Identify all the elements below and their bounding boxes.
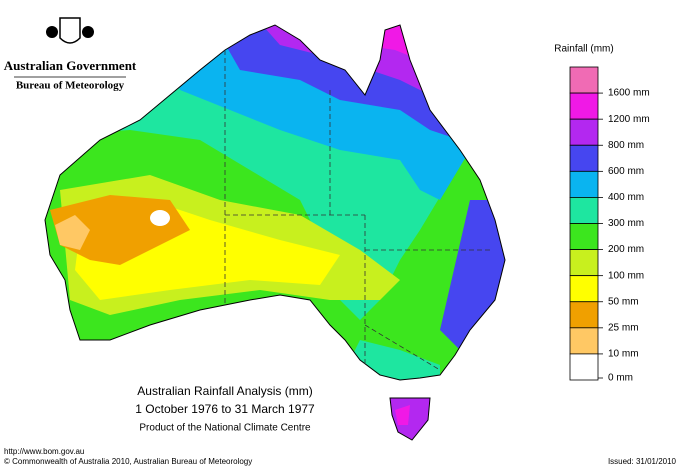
crest — [59, 17, 81, 44]
legend-label: 0 mm — [608, 373, 633, 384]
state-border — [364, 324, 441, 371]
legend-swatch — [569, 92, 599, 120]
rain-zone — [55, 215, 90, 250]
legend-swatch — [569, 197, 599, 224]
state-borders — [224, 50, 490, 371]
legend-swatch — [569, 118, 599, 146]
legend-label: 10 mm — [608, 349, 639, 360]
tasmania — [389, 397, 431, 441]
legend-label: 25 mm — [608, 322, 639, 333]
legend: 1600 mm 1200 mm 800 mm 600 mm 400 mm 300 mm 20… — [569, 66, 650, 384]
legend-label: 800 mm — [608, 140, 644, 151]
bureau-name: Bureau of Meteorology — [16, 80, 125, 92]
legend-swatch — [569, 170, 599, 198]
legend-swatch — [569, 223, 599, 250]
legend-title: Rainfall (mm) — [554, 44, 613, 55]
legend-label: 1600 mm — [608, 88, 650, 99]
legend-label: 1200 mm — [608, 114, 650, 125]
legend-label: 200 mm — [608, 244, 644, 255]
legend-swatch — [569, 249, 599, 277]
crest-emu — [46, 26, 58, 38]
legend-swatch — [569, 275, 599, 303]
legend-label: 100 mm — [608, 270, 644, 281]
legend-label: 400 mm — [608, 192, 644, 203]
legend-swatch — [569, 301, 599, 329]
legend-label: 600 mm — [608, 166, 644, 177]
footer-copyright: © Commonwealth of Australia 2010, Austra… — [4, 457, 252, 466]
legend-swatch — [569, 327, 599, 355]
crest-kangaroo — [82, 26, 94, 38]
legend-label: 50 mm — [608, 296, 639, 307]
map-producer: Product of the National Climate Centre — [139, 423, 311, 434]
rain-zone — [395, 405, 410, 425]
coastline — [44, 24, 506, 381]
rain-zone — [150, 210, 170, 226]
map-title: Australian Rainfall Analysis (mm) — [137, 384, 312, 398]
legend-swatch — [569, 66, 599, 94]
footer-issued: Issued: 31/01/2010 — [608, 457, 677, 466]
map-period: 1 October 1976 to 31 March 1977 — [135, 402, 315, 416]
legend-swatch — [569, 353, 599, 381]
logo: Australian Government Bureau of Meteorol… — [4, 17, 137, 92]
legend-swatch — [569, 144, 599, 172]
agency-name: Australian Government — [4, 58, 137, 73]
legend-label: 300 mm — [608, 218, 644, 229]
footer-url[interactable]: http://www.bom.gov.au — [4, 447, 84, 456]
